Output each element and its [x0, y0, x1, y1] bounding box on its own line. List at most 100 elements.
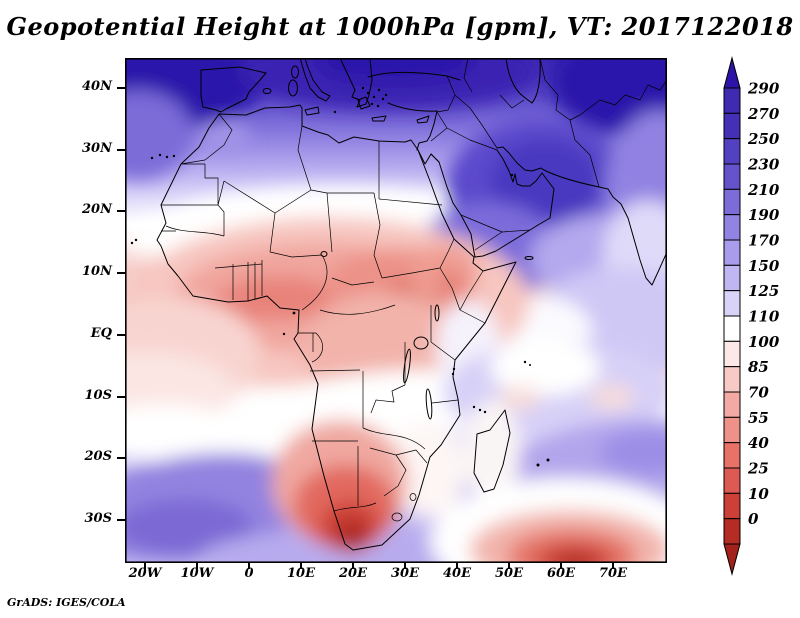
- colorbar-tick-label: 85: [748, 358, 769, 376]
- swaziland-border: [409, 493, 417, 501]
- map-canvas: [125, 57, 668, 563]
- colorbar-tick-label: 110: [748, 308, 780, 326]
- madagascar-coastline: [473, 409, 511, 493]
- x-tick-label: 40E: [443, 566, 471, 581]
- x-tick-mark: [404, 562, 406, 569]
- majorca-island: [262, 88, 272, 94]
- colorbar-segment: [723, 163, 741, 190]
- colorbar-segment: [723, 138, 741, 165]
- colorbar-tick-label: 210: [747, 181, 780, 199]
- y-tick-label: 20S: [84, 449, 112, 465]
- arabia-coastline: [430, 149, 555, 258]
- x-tick-mark: [508, 562, 510, 569]
- corsica: [291, 65, 299, 79]
- caspian-sea: [505, 58, 541, 104]
- italy-coastline: [299, 58, 331, 102]
- colorbar-segment: [723, 340, 741, 368]
- colorbar: 0 10 25 40 55 70 85 100 110 125 150 170 190 210 230 250…: [714, 50, 794, 595]
- colorbar-segment: [723, 112, 741, 140]
- colorbar-tick-label: 25: [747, 460, 769, 478]
- iberia-coastline: [200, 66, 267, 113]
- colorbar-segment: [723, 290, 741, 317]
- colorbar-tick-label: 0: [748, 510, 759, 528]
- y-tick-mark: [117, 395, 125, 398]
- map-frame: [125, 57, 668, 563]
- x-tick-label: 30E: [391, 566, 419, 581]
- chart-title: Geopotential Height at 1000hPa [gpm], VT…: [6, 12, 794, 41]
- x-tick-mark: [300, 562, 302, 569]
- field-fill-layer: [125, 58, 667, 563]
- colorbar-segment: [723, 391, 741, 418]
- x-tick-mark: [248, 562, 250, 569]
- colorbar-tick-label: 150: [748, 257, 780, 275]
- colorbar-tick-label: 125: [748, 282, 779, 300]
- x-tick-mark: [560, 562, 562, 569]
- colorbar-segment: [723, 214, 741, 241]
- lake-tanganyika: [403, 348, 411, 384]
- colorbar-segment: [723, 188, 741, 216]
- x-tick-label: 20W: [128, 566, 162, 581]
- y-tick-label: 40N: [82, 79, 112, 94]
- y-tick-label: EQ: [90, 325, 112, 341]
- y-tick-label: 10N: [82, 264, 112, 280]
- lake-chad: [320, 251, 328, 257]
- colorbar-segment: [723, 416, 741, 444]
- x-tick-mark: [144, 562, 146, 569]
- colorbar-tick-label: 270: [747, 105, 780, 123]
- colorbar-tick-label: 55: [748, 409, 769, 427]
- small-islands-dots: [130, 86, 550, 467]
- geopotential-field-map: [125, 57, 668, 563]
- y-tick-mark: [117, 210, 125, 213]
- colorbar-tick-label: 250: [747, 130, 780, 148]
- colorbar-arrow-down: [723, 543, 741, 576]
- sardinia: [288, 79, 298, 97]
- x-tick-mark: [456, 562, 458, 569]
- colorbar-segment: [723, 467, 741, 494]
- balkans-greece-coastline: [339, 58, 373, 110]
- y-tick-label: 30S: [84, 510, 112, 526]
- x-tick-label: 60E: [547, 566, 575, 581]
- lesotho-border: [391, 512, 403, 522]
- colorbar-svg: 0 10 25 40 55 70 85 100 110 125 150 170 190 210 230 250…: [723, 56, 780, 576]
- y-tick-label: 30N: [82, 140, 112, 156]
- colorbar-segment: [723, 315, 741, 342]
- colorbar-tick-label: 100: [748, 333, 780, 351]
- y-tick-mark: [117, 333, 125, 336]
- colorbar-tick-label: 40: [748, 434, 769, 452]
- colorbar-segment: [723, 239, 741, 266]
- y-tick-mark: [117, 272, 125, 275]
- coastline-layer: [156, 58, 667, 551]
- colorbar-tick-label: 70: [748, 384, 769, 402]
- colorbar-tick-label: 170: [748, 232, 780, 250]
- x-tick-label: 50E: [495, 566, 523, 581]
- lake-malawi: [425, 388, 433, 420]
- colorbar-segment: [723, 492, 741, 520]
- colorbar-segment: [723, 264, 741, 292]
- x-tick-label: 0: [244, 566, 254, 581]
- x-tick-mark: [196, 562, 198, 569]
- y-tick-label: 10S: [84, 387, 112, 403]
- x-tick-label: 20E: [339, 566, 367, 581]
- colorbar-tick-label: 10: [748, 485, 769, 503]
- colorbar-tick-label: 190: [748, 206, 780, 224]
- crete: [371, 115, 387, 122]
- colorbar-segment: [723, 442, 741, 469]
- india-coastline: [598, 186, 667, 286]
- x-tick-label: 10E: [287, 566, 315, 581]
- turkey-coastlines: [367, 71, 461, 112]
- colorbar-segment: [723, 87, 741, 114]
- socotra-island: [524, 256, 534, 260]
- y-tick-mark: [117, 518, 125, 521]
- colorbar-segment: [723, 366, 741, 393]
- colorbar-tick-label: 290: [747, 80, 780, 98]
- x-tick-mark: [352, 562, 354, 569]
- country-borders-layer: [161, 58, 667, 522]
- persian-gulf-north-coast: [496, 146, 600, 188]
- colorbar-arrow-up: [723, 56, 741, 89]
- y-tick-mark: [117, 148, 125, 151]
- cyprus: [416, 115, 430, 124]
- lake-victoria: [413, 336, 429, 350]
- y-tick-label: 20N: [82, 202, 112, 218]
- y-tick-mark: [117, 457, 125, 460]
